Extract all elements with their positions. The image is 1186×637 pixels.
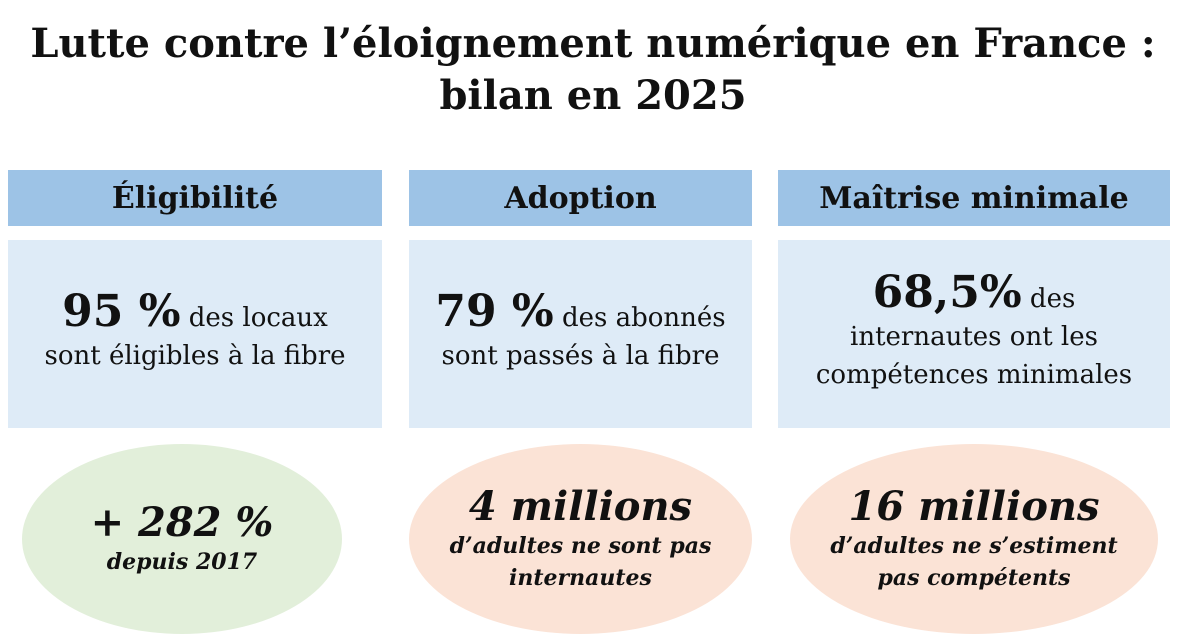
ellipse-text: pas compétents bbox=[877, 565, 1071, 591]
stat-text: des locaux bbox=[180, 303, 328, 333]
header-label: Maîtrise minimale bbox=[819, 180, 1129, 216]
ellipse-adoption: 4 millions d’adultes ne sont pas interna… bbox=[409, 444, 752, 634]
header-label: Éligibilité bbox=[111, 180, 279, 216]
stat-text: des abonnés bbox=[553, 303, 726, 333]
ellipse-value: + 282 % bbox=[90, 499, 274, 546]
stat-text: compétences minimales bbox=[815, 360, 1133, 390]
ellipse-text: internautes bbox=[509, 565, 652, 591]
stat-box-adoption: 79 % des abonnés sont passés à la fibre bbox=[409, 240, 752, 428]
ellipse-text: depuis 2017 bbox=[106, 549, 258, 575]
stat-box-eligibilite: 95 % des locaux sont éligibles à la fibr… bbox=[8, 240, 382, 428]
stat-value: 68,5% bbox=[872, 267, 1022, 318]
page-title: Lutte contre l’éloignement numérique en … bbox=[0, 18, 1186, 122]
ellipse-value: 16 millions bbox=[848, 483, 1100, 530]
stat-text: des bbox=[1021, 284, 1076, 314]
stat-value: 79 % bbox=[435, 286, 554, 337]
header-eligibilite: Éligibilité bbox=[8, 170, 382, 226]
header-label: Adoption bbox=[504, 180, 657, 216]
header-adoption: Adoption bbox=[409, 170, 752, 226]
ellipse-text: d’adultes ne s’estiment bbox=[830, 533, 1118, 559]
header-maitrise: Maîtrise minimale bbox=[778, 170, 1170, 226]
stat-text: sont passés à la fibre bbox=[441, 341, 720, 371]
stat-box-maitrise: 68,5% des internautes ont les compétence… bbox=[778, 240, 1170, 428]
ellipse-eligibilite: + 282 % depuis 2017 bbox=[22, 444, 342, 634]
stat-value: 95 % bbox=[62, 286, 181, 337]
title-line-1: Lutte contre l’éloignement numérique en … bbox=[30, 20, 1156, 67]
title-line-2: bilan en 2025 bbox=[439, 72, 747, 119]
ellipse-maitrise: 16 millions d’adultes ne s’estiment pas … bbox=[790, 444, 1158, 634]
stat-text: internautes ont les bbox=[850, 322, 1098, 352]
stat-text: sont éligibles à la fibre bbox=[44, 341, 346, 371]
ellipse-text: d’adultes ne sont pas bbox=[449, 533, 712, 559]
ellipse-value: 4 millions bbox=[468, 483, 693, 530]
